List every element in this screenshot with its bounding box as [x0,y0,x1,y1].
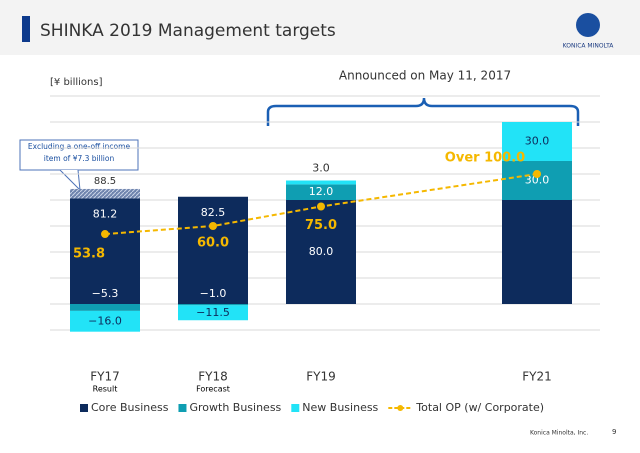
x-tick-label: FY18 [198,370,228,384]
bar-segment [70,198,140,304]
line-point [209,222,217,230]
value-label: −16.0 [88,314,122,327]
value-label: 82.5 [201,206,226,219]
bar-segment [502,200,572,304]
value-label: 80.0 [309,245,334,258]
bar-segment [178,304,248,306]
page-number: 9 [612,428,616,436]
header-accent [22,16,30,42]
bar-segment [286,200,356,304]
x-tick-label: FY17 [90,370,120,384]
legend-label: Growth Business [189,401,281,414]
value-label: −1.0 [200,287,227,300]
value-label: 3.0 [312,162,330,175]
line-label: 53.8 [73,247,105,262]
legend-label: Total OP (w/ Corporate) [415,401,544,414]
legend-label: Core Business [91,401,169,414]
line-point [317,202,325,211]
annotation: Announced on May 11, 2017 [339,69,511,83]
legend-point [397,405,404,411]
header-bg [0,0,640,55]
value-label: 30.0 [525,135,550,148]
value-label: 30.0 [525,174,550,187]
footer: Konica Minolta, Inc. [530,430,588,437]
bar-segment [286,184,356,200]
title: SHINKA 2019 Management targets [40,21,336,41]
note-pointer [59,169,81,192]
value-label: 12.0 [309,185,334,198]
x-tick-note: Result [93,385,118,394]
legend-swatch [291,404,300,412]
line-point [533,170,541,178]
one-off-segment [70,188,140,199]
bar-segment [70,304,140,311]
bar-segment [502,161,572,200]
legend-label: New Business [302,401,378,414]
bar-segment [502,122,572,161]
value-label: 81.2 [93,207,118,220]
x-tick-label: FY19 [306,370,336,384]
bar-segment [70,310,140,332]
value-label: −11.5 [196,306,230,319]
line-label: Over 100.0 [445,151,525,166]
legend-swatch [80,404,88,412]
line-point [101,230,109,239]
note: Excluding a one-off income item of ¥7.3 … [27,142,131,163]
bar-segment [178,305,248,321]
x-tick-note: Forecast [196,385,230,394]
note-box [19,139,139,171]
logo-icon [576,13,600,37]
legend-swatch [178,404,187,412]
logo: KONICA MINOLTA [563,43,615,50]
total-label: 88.5 [94,176,116,187]
line-label: 60.0 [197,236,229,251]
unit-label: [¥ billions] [50,77,103,88]
note-wrap: Excluding a one-off income item of ¥7.3 … [27,142,131,163]
bar-segment [286,180,356,185]
line-label: 75.0 [305,218,337,233]
brace [266,97,580,126]
line [104,173,538,236]
value-label: −5.3 [92,287,119,300]
x-tick-label: FY21 [522,370,552,384]
bar-segment [178,196,248,304]
